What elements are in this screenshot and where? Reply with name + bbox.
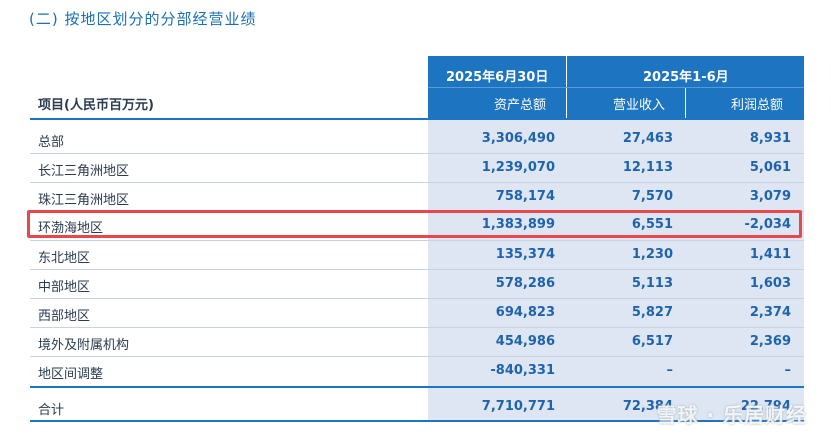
row-revenue: 6,517 xyxy=(631,334,673,349)
table-row: 西部地区 694,823 5,827 2,374 xyxy=(30,299,804,328)
row-name: 境外及附属机构 xyxy=(38,338,130,353)
row-divider xyxy=(30,269,804,270)
row-profit: 1,603 xyxy=(749,276,791,291)
row-name: 总部 xyxy=(38,135,65,150)
row-assets: 758,174 xyxy=(495,189,555,204)
row-revenue: 7,570 xyxy=(631,189,673,204)
row-divider xyxy=(30,240,804,241)
row-name: 东北地区 xyxy=(38,251,91,266)
row-revenue: 27,463 xyxy=(622,131,673,146)
header-group-divider xyxy=(566,56,567,88)
watermark: 雪球 · 乐居财经 xyxy=(656,403,807,427)
total-row: 合计 7,710,771 72,384 22,794 xyxy=(30,393,804,422)
row-revenue: 5,827 xyxy=(631,305,673,320)
row-revenue: – xyxy=(666,363,674,378)
header-col-assets: 资产总额 xyxy=(494,98,547,113)
table-row: 中部地区 578,286 5,113 1,603 xyxy=(30,270,804,299)
row-divider xyxy=(30,298,804,299)
total-profit: 22,794 xyxy=(740,399,791,414)
row-profit: 3,079 xyxy=(749,189,791,204)
row-profit: 1,411 xyxy=(749,247,791,262)
header-group-period: 2025年1-6月 xyxy=(643,70,729,85)
row-revenue: 1,230 xyxy=(631,247,673,262)
row-revenue: 12,113 xyxy=(622,160,673,175)
row-profit: – xyxy=(784,363,792,378)
row-assets: 1,239,070 xyxy=(481,160,555,175)
row-assets: -840,331 xyxy=(490,363,555,378)
table-row-highlighted: 环渤海地区 1,383,899 6,551 -2,034 xyxy=(30,211,804,240)
table-row: 长江三角洲地区 1,239,070 12,113 5,061 xyxy=(30,154,804,183)
header-divider xyxy=(566,88,567,118)
row-assets: 135,374 xyxy=(495,247,555,262)
table-row: 珠江三角洲地区 758,174 7,570 3,079 xyxy=(30,183,804,212)
row-profit: 8,931 xyxy=(749,131,791,146)
table-row: 东北地区 135,374 1,230 1,411 xyxy=(30,241,804,270)
row-assets: 578,286 xyxy=(495,276,555,291)
row-divider xyxy=(30,356,804,357)
row-name: 长江三角洲地区 xyxy=(38,164,130,179)
row-name: 珠江三角洲地区 xyxy=(38,193,130,208)
table-row: 总部 3,306,490 27,463 8,931 xyxy=(30,125,804,154)
header-divider xyxy=(685,88,686,118)
row-name: 环渤海地区 xyxy=(38,221,104,236)
total-revenue: 72,384 xyxy=(622,399,673,414)
total-assets: 7,710,771 xyxy=(481,399,555,414)
row-divider xyxy=(30,182,804,183)
row-name: 地区间调整 xyxy=(38,367,104,382)
row-assets: 454,986 xyxy=(495,334,555,349)
highlight-box xyxy=(27,210,802,238)
table-row: 地区间调整 -840,331 – – xyxy=(30,357,804,386)
row-profit: 2,374 xyxy=(749,305,791,320)
bottom-rule xyxy=(30,420,804,422)
row-name: 中部地区 xyxy=(38,280,91,295)
header-col-profit: 利润总额 xyxy=(731,98,784,113)
row-divider xyxy=(30,153,804,154)
header-rule xyxy=(30,118,804,120)
row-assets: 694,823 xyxy=(495,305,555,320)
row-revenue: 5,113 xyxy=(631,276,673,291)
header-group-date: 2025年6月30日 xyxy=(446,70,549,85)
section-title: (二) 按地区划分的分部经营业绩 xyxy=(29,10,257,28)
row-profit: -2,034 xyxy=(744,217,791,232)
header-col-revenue: 营业收入 xyxy=(613,98,666,113)
row-revenue: 6,551 xyxy=(631,217,673,232)
total-rule xyxy=(30,386,804,388)
row-assets: 1,383,899 xyxy=(481,217,555,232)
row-assets: 3,306,490 xyxy=(481,131,555,146)
table-row: 境外及附属机构 454,986 6,517 2,369 xyxy=(30,328,804,357)
row-profit: 2,369 xyxy=(749,334,791,349)
row-profit: 5,061 xyxy=(749,160,791,175)
row-name: 西部地区 xyxy=(38,309,91,324)
header-group-rule xyxy=(428,87,804,88)
total-name: 合计 xyxy=(38,403,65,418)
item-column-header: 项目(人民币百万元) xyxy=(38,98,154,113)
row-divider xyxy=(30,327,804,328)
